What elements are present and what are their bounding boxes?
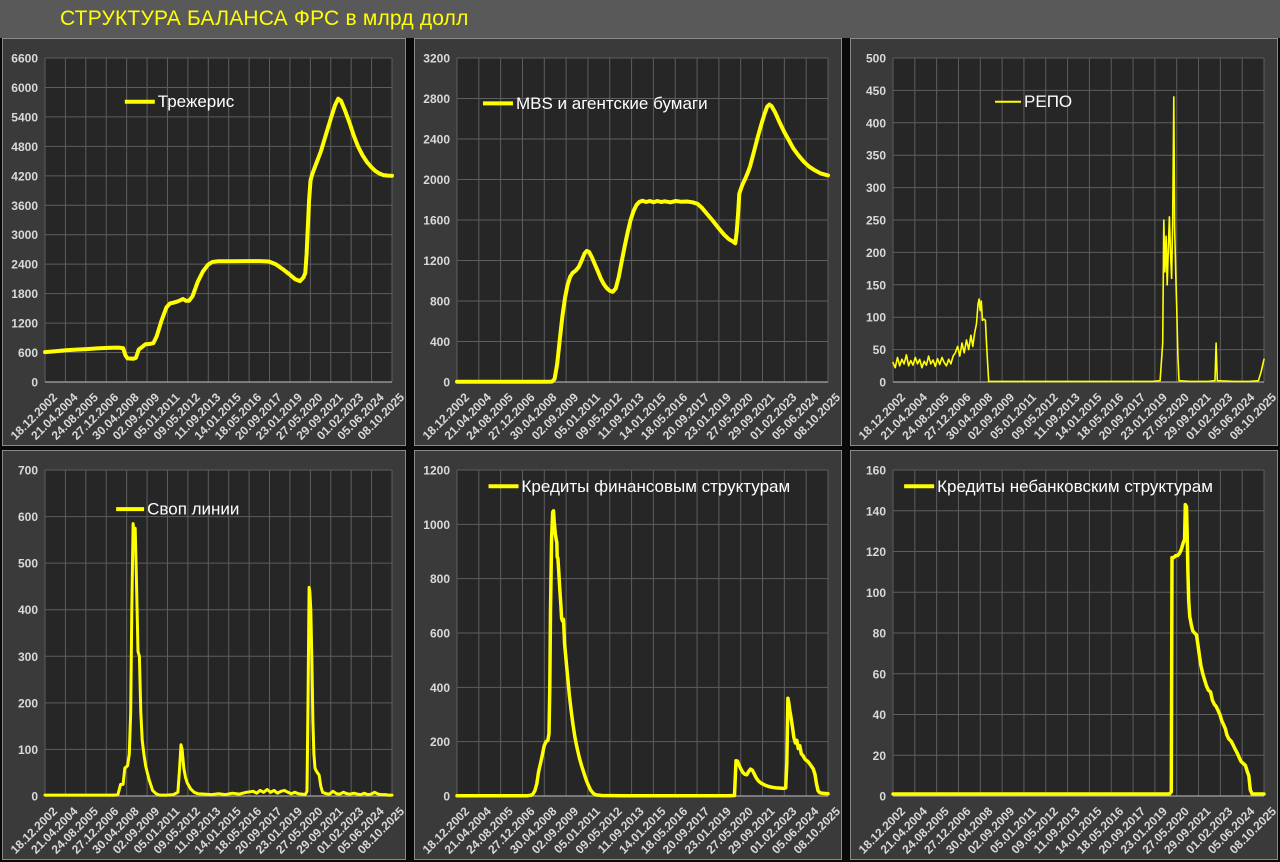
series-line-credit-financial: [455, 509, 830, 798]
y-tick-label: 2000: [423, 173, 450, 187]
y-tick-label: 5400: [11, 110, 38, 124]
chart-panel-mbs: 0 400 800 1200 1600 2000 2400 2800 3200 18.12.200…: [414, 38, 842, 446]
y-tick-label: 150: [866, 278, 886, 292]
y-tick-label: 300: [866, 181, 886, 195]
y-tick-label: 80: [873, 627, 887, 641]
y-tick-label: 40: [873, 708, 887, 722]
y-tick-label: 0: [31, 790, 38, 804]
y-tick-label: 160: [866, 464, 886, 478]
series-line-credit-nonbank: [891, 502, 1266, 796]
y-tick-label: 6000: [11, 81, 38, 95]
y-tick-label: 500: [18, 557, 38, 571]
y-tick-label: 6600: [11, 52, 38, 66]
y-tick-label: 350: [866, 149, 886, 163]
chart-panel-repo: 0 50 100 150 200 250 300 350 400 450 500 18.12.2002…: [850, 38, 1278, 446]
chart-svg-mbs: 040080012001600200024002800320018.12.200…: [420, 52, 841, 443]
chart-svg-repo: 05010015020025030035040045050018.12.2002…: [856, 52, 1277, 443]
chart-panel-credit-nonbank: 0 20 40 60 80 100 120 140 160 18.12.2002 21.04.200…: [850, 450, 1278, 860]
chart-svg-credit-financial: 02004006008001000120018.12.200221.04.200…: [420, 464, 841, 857]
y-tick-label: 100: [18, 743, 38, 757]
series-line-treasuries: [43, 96, 394, 361]
legend-label: Своп линии: [147, 500, 239, 519]
legend-treasuries: Трежерис: [124, 92, 235, 111]
y-tick-label: 60: [873, 667, 887, 681]
y-tick-label: 140: [866, 504, 886, 518]
gridlines: [892, 57, 1265, 383]
y-tick-label: 400: [18, 603, 38, 617]
y-tick-label: 0: [443, 376, 450, 390]
plot-area: [45, 470, 392, 796]
y-tick-label: 4200: [11, 169, 38, 183]
chart-panel-credit-financial: 0 200 400 600 800 1000 1200 18.12.2002 21.04.200…: [414, 450, 842, 860]
y-tick-label: 100: [866, 311, 886, 325]
legend-label: MBS и агентские бумаги: [516, 94, 708, 113]
chart-svg-treasuries: 0 600 1200 1800 2400 3000 3600 4200 4800 5400 6000…: [8, 52, 405, 443]
y-tick-label: 1000: [423, 518, 450, 532]
y-tick-label: 50: [873, 343, 887, 357]
y-tick-label: 0: [31, 376, 38, 390]
y-tick-label: 0: [443, 790, 450, 804]
y-tick-label: 800: [430, 572, 450, 586]
y-tick-label: 3600: [11, 199, 38, 213]
y-tick-label: 120: [866, 545, 886, 559]
legend-credit-financial: Кредиты финансовым структурам: [488, 477, 791, 496]
y-tick-label: 600: [430, 627, 450, 641]
y-tick-label: 4800: [11, 140, 38, 154]
y-tick-label: 200: [430, 735, 450, 749]
y-tick-label: 400: [430, 335, 450, 349]
legend-mbs: MBS и агентские бумаги: [482, 94, 708, 113]
y-tick-label: 300: [18, 650, 38, 664]
y-tick-label: 2400: [423, 133, 450, 147]
y-tick-label: 250: [866, 214, 886, 228]
y-tick-label: 1200: [423, 254, 450, 268]
chart-svg-credit-nonbank: 02040608010012014016018.12.200221.04.200…: [856, 464, 1277, 857]
legend-label: Трежерис: [158, 92, 235, 111]
y-tick-label: 450: [866, 84, 886, 98]
series-line-repo: [892, 96, 1265, 383]
y-tick-label: 100: [866, 586, 886, 600]
y-tick-label: 0: [879, 790, 886, 804]
y-tick-label: 2800: [423, 92, 450, 106]
y-tick-label: 2400: [11, 258, 38, 272]
charts-grid: 0 600 1200 1800 2400 3000 3600 4200 4800 5400 6000…: [0, 38, 1280, 862]
legend-label: Кредиты небанковским структурам: [937, 477, 1213, 496]
y-tick-label: 3200: [423, 52, 450, 66]
y-tick-label: 700: [18, 464, 38, 478]
legend-swap-lines: Своп линии: [116, 500, 239, 519]
y-tick-label: 3000: [11, 228, 38, 242]
chart-svg-swap-lines: 010020030040050060070018.12.200221.04.20…: [8, 464, 405, 857]
y-tick-label: 1200: [423, 464, 450, 478]
y-tick-label: 400: [430, 681, 450, 695]
legend-credit-nonbank: Кредиты небанковским структурам: [904, 477, 1213, 496]
y-tick-label: 1600: [423, 214, 450, 228]
y-tick-label: 800: [430, 295, 450, 309]
series-line-mbs: [455, 102, 830, 384]
y-tick-label: 200: [866, 246, 886, 260]
page-title: СТРУКТУРА БАЛАНСА ФРС в млрд долл: [60, 7, 469, 30]
series-line-swap-lines: [43, 522, 394, 797]
chart-panel-treasuries: 0 600 1200 1800 2400 3000 3600 4200 4800 5400 6000…: [2, 38, 406, 446]
title-bar: СТРУКТУРА БАЛАНСА ФРС в млрд долл: [0, 0, 1280, 38]
legend-label: РЕПО: [1024, 92, 1072, 111]
chart-panel-swap-lines: 0 100 200 300 400 500 600 700 18.12.2002 21.04.20…: [2, 450, 406, 860]
legend-repo: РЕПО: [995, 92, 1072, 111]
legend-label: Кредиты финансовым структурам: [522, 477, 791, 496]
y-tick-label: 1800: [11, 287, 38, 301]
y-tick-label: 0: [879, 376, 886, 390]
y-tick-label: 500: [866, 52, 886, 66]
y-tick-label: 1200: [11, 317, 38, 331]
y-tick-label: 600: [18, 510, 38, 524]
y-tick-label: 200: [18, 696, 38, 710]
y-tick-label: 20: [873, 749, 887, 763]
y-tick-label: 400: [866, 116, 886, 130]
gridlines: [44, 57, 393, 383]
y-tick-label: 600: [18, 346, 38, 360]
